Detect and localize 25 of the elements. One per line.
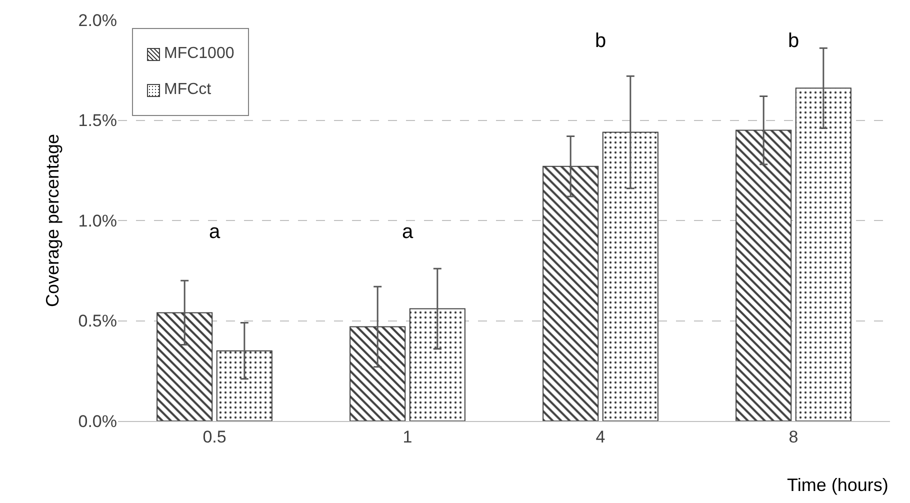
- bar: [602, 132, 658, 421]
- bar: [736, 130, 792, 421]
- bar: [409, 308, 466, 421]
- y-tick-label: 0.0%: [78, 412, 117, 431]
- x-tick-label: 1: [402, 427, 412, 446]
- bar: [216, 350, 272, 421]
- legend-label: MFCct: [164, 81, 212, 99]
- annotation: a: [402, 221, 414, 243]
- legend-label: MFC1000: [164, 45, 234, 63]
- x-tick-label: 8: [788, 427, 798, 446]
- annotation: b: [595, 30, 606, 52]
- bar: [542, 166, 599, 421]
- x-tick-label: 0.5: [202, 427, 226, 446]
- x-axis-title: Time (hours): [787, 475, 888, 495]
- y-tick-label: 1.5%: [78, 111, 117, 130]
- y-tick-label: 2.0%: [78, 10, 117, 30]
- bar: [156, 312, 213, 421]
- y-tick-label: 0.5%: [78, 312, 117, 331]
- x-tick-label: 4: [596, 427, 606, 446]
- y-axis-title: Coverage percentage: [42, 134, 62, 308]
- annotation: b: [788, 30, 800, 52]
- annotation: a: [209, 221, 221, 243]
- bar: [795, 88, 852, 421]
- y-tick-label: 1.0%: [78, 211, 117, 230]
- bar: [350, 326, 406, 421]
